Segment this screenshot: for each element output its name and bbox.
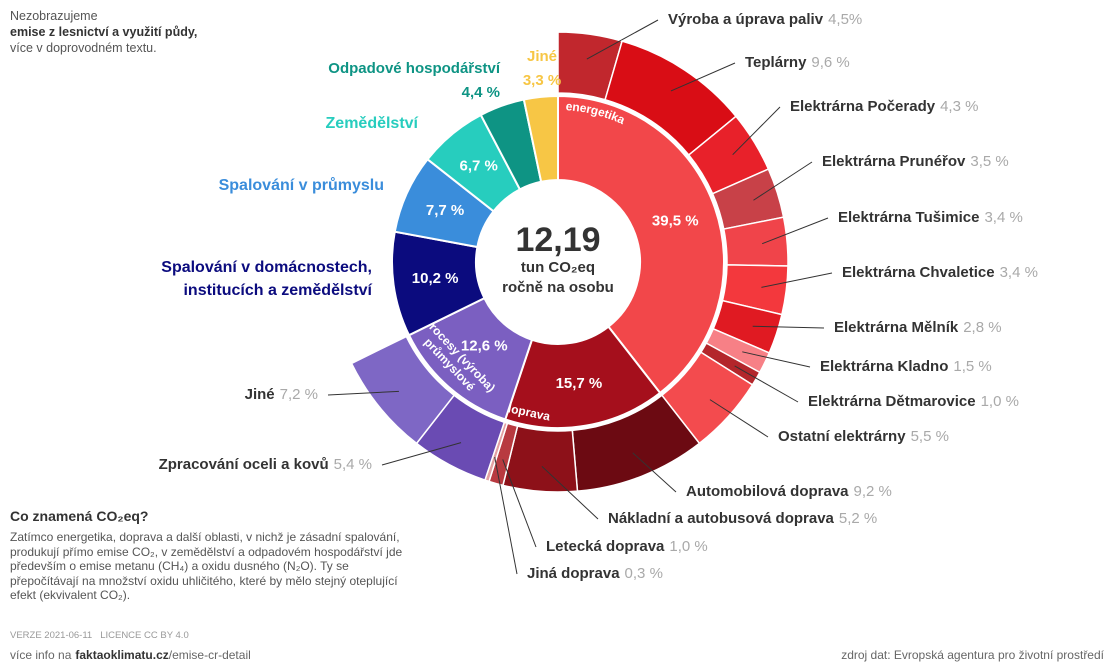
leader-line [734, 365, 799, 403]
value-label: 6,7 % [460, 158, 498, 175]
outer-label-name: Teplárny [745, 54, 807, 71]
outer-label-value: 9,6 % [811, 54, 849, 71]
outer-label-name: Zpracování oceli a kovů [159, 456, 329, 473]
note: Nezobrazujeme emise z lesnictví a využit… [10, 8, 197, 56]
note-line: více v doprovodném textu. [10, 41, 157, 55]
outer-label: Elektrárna Kladno 1,5 % [820, 358, 992, 375]
outer-label-value: 3,4 % [1000, 264, 1038, 281]
segment-label: Spalování v průmyslu [219, 177, 384, 194]
center-circle [477, 181, 639, 343]
outer-label: Jiné 7,2 % [245, 386, 318, 403]
leader-line [381, 442, 462, 466]
leader-line [742, 351, 811, 368]
outer-label: Výroba a úprava paliv 4,5% [668, 11, 862, 28]
leader-line [761, 217, 829, 245]
segment-label: institucích a zemědělství [183, 282, 372, 299]
leader-line [752, 325, 825, 329]
leader-line [753, 161, 813, 201]
explainer-text: Zatímco energetika, doprava a další obla… [10, 530, 403, 602]
outer-label-name: Elektrárna Dětmarovice [808, 393, 976, 410]
outer-label-name: Letecká doprava [546, 538, 665, 555]
outer-label-value: 5,5 % [911, 428, 949, 445]
outer-label-value: 1,0 % [669, 538, 707, 555]
explainer: Co znamená CO₂eq? Zatímco energetika, do… [10, 508, 420, 603]
outer-label-value: 0,3 % [625, 565, 663, 582]
inner-segment [504, 325, 662, 429]
outer-label-value: 3,5 % [970, 153, 1008, 170]
value-label: 3,3 % [523, 72, 561, 89]
value-label: 7,7 % [426, 202, 464, 219]
center-value: 12,19 [515, 221, 600, 259]
outer-label: Elektrárna Prunéřov 3,5 % [822, 153, 1009, 170]
leader-line [327, 390, 399, 396]
value-label: 12,6 % [461, 337, 508, 354]
value-label: 39,5 % [652, 213, 699, 230]
outer-label: Zpracování oceli a kovů 5,4 % [159, 456, 372, 473]
more-info: více info na faktaoklimatu.cz/emise-cr-de… [10, 648, 251, 662]
outer-label-name: Elektrárna Kladno [820, 358, 948, 375]
note-line: emise z lesnictví a využití půdy, [10, 25, 198, 39]
value-label: 10,2 % [412, 270, 459, 287]
center-caption: ročně na osobu [502, 279, 614, 296]
leader-line [502, 459, 537, 548]
outer-label-value: 5,4 % [334, 456, 372, 473]
outer-label-name: Výroba a úprava paliv [668, 11, 824, 28]
outer-label-name: Elektrárna Mělník [834, 319, 959, 336]
leader-line [586, 19, 659, 60]
leader-line [761, 272, 833, 288]
outer-label-value: 4,5% [828, 11, 862, 28]
outer-label: Letecká doprava 1,0 % [546, 538, 708, 555]
leader-line [732, 106, 781, 156]
inner-segment [522, 94, 559, 183]
outer-label-name: Jiné [245, 386, 275, 403]
outer-label: Elektrárna Mělník 2,8 % [834, 319, 1002, 336]
value-label: 4,4 % [462, 84, 500, 101]
leader-line [541, 466, 599, 520]
outer-label-value: 1,5 % [953, 358, 991, 375]
outer-label: Elektrárna Dětmarovice 1,0 % [808, 393, 1019, 410]
outer-label-name: Ostatní elektrárny [778, 428, 906, 445]
outer-label: Ostatní elektrárny 5,5 % [778, 428, 949, 445]
outer-label-value: 2,8 % [963, 319, 1001, 336]
leader-line [670, 62, 736, 92]
outer-label-value: 7,2 % [280, 386, 318, 403]
outer-label: Elektrárna Tušimice 3,4 % [838, 209, 1023, 226]
outer-label-name: Elektrárna Počerady [790, 98, 936, 115]
explainer-title: Co znamená CO₂eq? [10, 508, 149, 524]
value-label: 15,7 % [556, 375, 603, 392]
outer-label-name: Elektrárna Tušimice [838, 209, 979, 226]
outer-label: Nákladní a autobusová doprava 5,2 % [608, 510, 877, 527]
segment-label: Odpadové hospodářství [328, 60, 501, 77]
outer-label: Automobilová doprava 9,2 % [686, 483, 892, 500]
outer-segment [350, 335, 456, 445]
outer-label: Teplárny 9,6 % [745, 54, 850, 71]
leader-line [709, 399, 769, 438]
center-unit: tun CO₂eq [521, 259, 595, 276]
note-line: Nezobrazujeme [10, 9, 98, 23]
outer-label-value: 5,2 % [839, 510, 877, 527]
leader-line [632, 452, 677, 493]
outer-label-name: Automobilová doprava [686, 483, 849, 500]
leader-line [494, 456, 518, 575]
segment-label: Spalování v domácnostech, [161, 259, 372, 276]
outer-label-name: Jiná doprava [527, 565, 620, 582]
outer-label: Elektrárna Počerady 4,3 % [790, 98, 978, 115]
segment-label: Zemědělství [326, 115, 419, 132]
outer-label: Elektrárna Chvaletice 3,4 % [842, 264, 1038, 281]
outer-label: Jiná doprava 0,3 % [527, 565, 663, 582]
outer-label-value: 4,3 % [940, 98, 978, 115]
outer-label-value: 3,4 % [984, 209, 1022, 226]
outer-label-value: 1,0 % [981, 393, 1019, 410]
outer-label-name: Elektrárna Prunéřov [822, 153, 966, 170]
outer-label-name: Nákladní a autobusová doprava [608, 510, 835, 527]
source: zdroj dat: Evropská agentura pro životní… [841, 648, 1104, 662]
outer-label-name: Elektrárna Chvaletice [842, 264, 995, 281]
inner-segment [557, 94, 725, 395]
outer-label-value: 9,2 % [854, 483, 892, 500]
segment-label: Jiné [527, 48, 557, 65]
version: VERZE 2021-06-11 LICENCE CC BY 4.0 [10, 630, 189, 641]
